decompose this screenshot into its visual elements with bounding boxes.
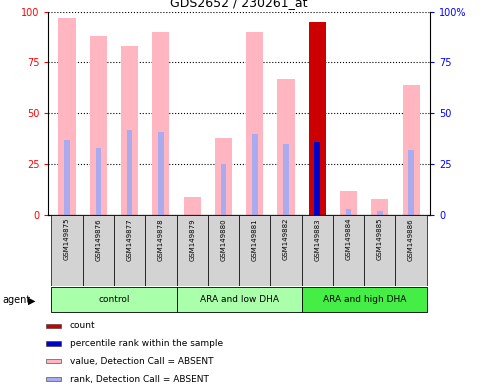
Bar: [221, 164, 226, 215]
Bar: [121, 46, 138, 215]
Bar: [408, 150, 414, 215]
Text: GSM149879: GSM149879: [189, 218, 195, 260]
Bar: [309, 22, 326, 215]
Bar: [239, 215, 270, 286]
Text: ▶: ▶: [28, 295, 35, 305]
Bar: [158, 132, 164, 215]
Bar: [46, 324, 60, 328]
Bar: [51, 287, 176, 312]
Bar: [283, 144, 289, 215]
Bar: [152, 32, 170, 215]
Bar: [364, 215, 396, 286]
Text: value, Detection Call = ABSENT: value, Detection Call = ABSENT: [70, 357, 213, 366]
Text: GSM149883: GSM149883: [314, 218, 320, 260]
Bar: [252, 134, 257, 215]
Bar: [83, 215, 114, 286]
Text: percentile rank within the sample: percentile rank within the sample: [70, 339, 223, 348]
Text: ARA and high DHA: ARA and high DHA: [323, 295, 406, 304]
Bar: [396, 215, 427, 286]
Text: rank, Detection Call = ABSENT: rank, Detection Call = ABSENT: [70, 374, 209, 384]
Bar: [302, 215, 333, 286]
Text: GSM149885: GSM149885: [377, 218, 383, 260]
Bar: [215, 138, 232, 215]
Text: count: count: [70, 321, 96, 330]
Bar: [314, 142, 320, 215]
Text: GSM149876: GSM149876: [95, 218, 101, 260]
Text: GSM149878: GSM149878: [158, 218, 164, 260]
Bar: [402, 85, 420, 215]
Text: GSM149886: GSM149886: [408, 218, 414, 260]
Bar: [208, 215, 239, 286]
Bar: [270, 215, 302, 286]
Text: GSM149884: GSM149884: [345, 218, 352, 260]
Text: GSM149881: GSM149881: [252, 218, 258, 260]
Bar: [176, 287, 302, 312]
Text: GSM149875: GSM149875: [64, 218, 70, 260]
Bar: [340, 190, 357, 215]
Bar: [58, 18, 76, 215]
Bar: [371, 199, 388, 215]
Bar: [333, 215, 364, 286]
Bar: [46, 341, 60, 346]
Text: ARA and low DHA: ARA and low DHA: [199, 295, 279, 304]
Bar: [377, 211, 383, 215]
Bar: [127, 129, 132, 215]
Text: GSM149880: GSM149880: [220, 218, 227, 260]
Bar: [96, 148, 101, 215]
Title: GDS2652 / 230261_at: GDS2652 / 230261_at: [170, 0, 308, 9]
Bar: [145, 215, 176, 286]
Text: control: control: [98, 295, 130, 304]
Bar: [277, 79, 295, 215]
Bar: [302, 287, 427, 312]
Bar: [346, 209, 351, 215]
Bar: [90, 36, 107, 215]
Bar: [51, 215, 83, 286]
Bar: [114, 215, 145, 286]
Text: GSM149882: GSM149882: [283, 218, 289, 260]
Bar: [46, 359, 60, 363]
Text: GSM149877: GSM149877: [127, 218, 133, 260]
Bar: [64, 140, 70, 215]
Bar: [46, 377, 60, 381]
Bar: [184, 197, 201, 215]
Bar: [176, 215, 208, 286]
Text: agent: agent: [2, 295, 30, 305]
Bar: [246, 32, 263, 215]
